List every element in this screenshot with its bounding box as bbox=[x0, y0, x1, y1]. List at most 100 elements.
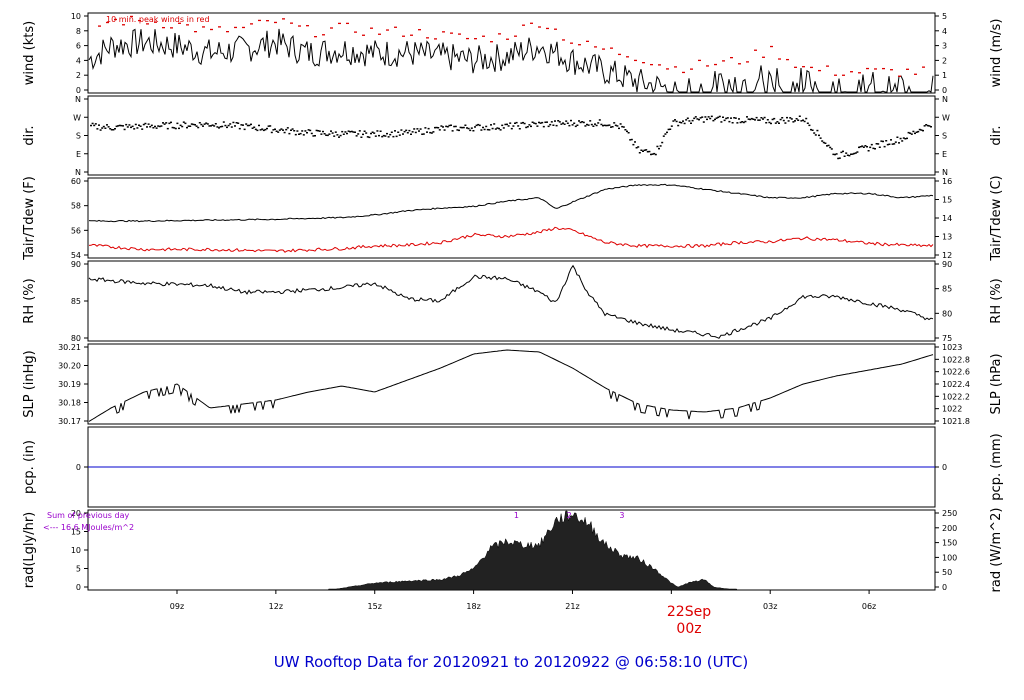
temp-ylabel-right: Tair/Tdew (C) bbox=[989, 175, 1004, 261]
dir-point bbox=[818, 134, 820, 137]
wind-peak-mark bbox=[458, 33, 461, 35]
dir-point bbox=[550, 121, 553, 123]
dir-point bbox=[202, 125, 204, 127]
dir-point bbox=[845, 152, 848, 154]
wind-peak-mark bbox=[906, 68, 909, 70]
dir-point bbox=[566, 122, 569, 124]
dir-point bbox=[622, 126, 625, 128]
dir-point bbox=[555, 124, 558, 127]
dir-point bbox=[317, 130, 320, 132]
wind-peak-mark bbox=[490, 41, 493, 43]
dir-point bbox=[386, 132, 388, 135]
dir-point bbox=[603, 124, 606, 127]
dir-point bbox=[309, 129, 312, 132]
panel-rh: RH (%) RH (%) 80 85 90 75 80 85 90 bbox=[22, 260, 1004, 343]
dir-point bbox=[610, 126, 612, 128]
dir-point bbox=[797, 119, 800, 121]
dir-point bbox=[816, 129, 819, 132]
dir-point bbox=[475, 124, 478, 127]
dir-point bbox=[216, 126, 219, 128]
dir-point bbox=[266, 127, 268, 130]
dir-ylabel-left: dir. bbox=[22, 125, 37, 145]
date-label: 22Sep bbox=[667, 604, 711, 620]
wind-peak-mark bbox=[98, 25, 101, 27]
dir-point bbox=[755, 116, 758, 119]
x-tick-label: 03z bbox=[763, 602, 777, 611]
dir-point bbox=[226, 126, 228, 129]
dir-point bbox=[573, 122, 576, 124]
dir-point bbox=[195, 125, 198, 127]
dir-point bbox=[286, 127, 289, 129]
dir-point bbox=[158, 125, 161, 128]
wind-peak-mark bbox=[730, 56, 733, 59]
dir-point bbox=[101, 127, 104, 129]
wind-peak-mark bbox=[594, 46, 597, 48]
dir-point bbox=[368, 136, 371, 139]
dir-ytick-label-left: N bbox=[75, 95, 81, 104]
dir-point bbox=[787, 120, 790, 122]
slp-ytick-label-left: 30.19 bbox=[58, 380, 81, 389]
dir-point bbox=[645, 149, 648, 151]
dir-point bbox=[144, 122, 147, 125]
dir-point bbox=[482, 126, 484, 129]
dir-point bbox=[370, 132, 372, 135]
dir-point bbox=[155, 127, 158, 129]
dir-point bbox=[682, 120, 684, 122]
dir-point bbox=[872, 147, 875, 150]
dir-point bbox=[157, 125, 160, 127]
wind-peak-mark bbox=[362, 34, 365, 36]
dir-point bbox=[902, 137, 905, 139]
dir-point bbox=[293, 130, 296, 132]
dir-point bbox=[338, 136, 340, 138]
wind-peak-mark bbox=[378, 33, 381, 35]
dir-point bbox=[746, 116, 748, 118]
dir-point bbox=[123, 128, 126, 131]
dir-point bbox=[530, 125, 532, 128]
dir-point bbox=[680, 122, 683, 124]
dir-point bbox=[434, 126, 436, 129]
wind-peak-mark bbox=[314, 36, 317, 38]
wind-peak-mark bbox=[530, 22, 533, 24]
dir-point bbox=[549, 123, 552, 126]
temp-ytick-label-right: 12 bbox=[942, 251, 952, 260]
dir-point bbox=[880, 140, 883, 142]
temp-ytick-label-right: 15 bbox=[942, 196, 952, 205]
wind-ytick-label-right: 2 bbox=[942, 56, 947, 65]
dir-point bbox=[883, 145, 886, 148]
dir-point bbox=[418, 130, 420, 132]
dir-point bbox=[579, 121, 582, 124]
wind-peak-mark bbox=[850, 71, 853, 73]
dir-point bbox=[96, 128, 99, 130]
dir-point bbox=[410, 133, 412, 135]
wind-peak-mark bbox=[170, 27, 173, 29]
dir-point bbox=[378, 134, 380, 137]
dir-point bbox=[819, 137, 822, 139]
dir-point bbox=[413, 128, 416, 130]
dir-point bbox=[922, 129, 924, 132]
dir-point bbox=[835, 153, 838, 155]
dir-point bbox=[600, 123, 603, 126]
wind-peak-mark bbox=[498, 33, 501, 35]
dir-point bbox=[227, 124, 230, 127]
dir-point bbox=[414, 131, 417, 134]
dir-point bbox=[307, 129, 310, 131]
temp-ytick-label-left: 60 bbox=[71, 177, 81, 186]
dir-point bbox=[360, 136, 363, 138]
dir-point bbox=[576, 124, 579, 126]
dir-point bbox=[824, 142, 827, 144]
dir-point bbox=[219, 126, 222, 128]
dir-point bbox=[571, 124, 574, 126]
dir-point bbox=[730, 117, 732, 119]
dir-point bbox=[523, 122, 526, 125]
wind-peak-mark bbox=[162, 26, 165, 29]
dir-point bbox=[142, 123, 145, 126]
wind-peak-mark bbox=[282, 18, 285, 20]
dir-point bbox=[493, 123, 496, 125]
wind-peak-mark bbox=[146, 23, 149, 25]
dir-point bbox=[635, 147, 638, 149]
dir-point bbox=[408, 129, 411, 132]
rad-ytick-label-left: 10 bbox=[71, 546, 81, 555]
wind-ylabel-left: wind (kts) bbox=[22, 21, 37, 85]
